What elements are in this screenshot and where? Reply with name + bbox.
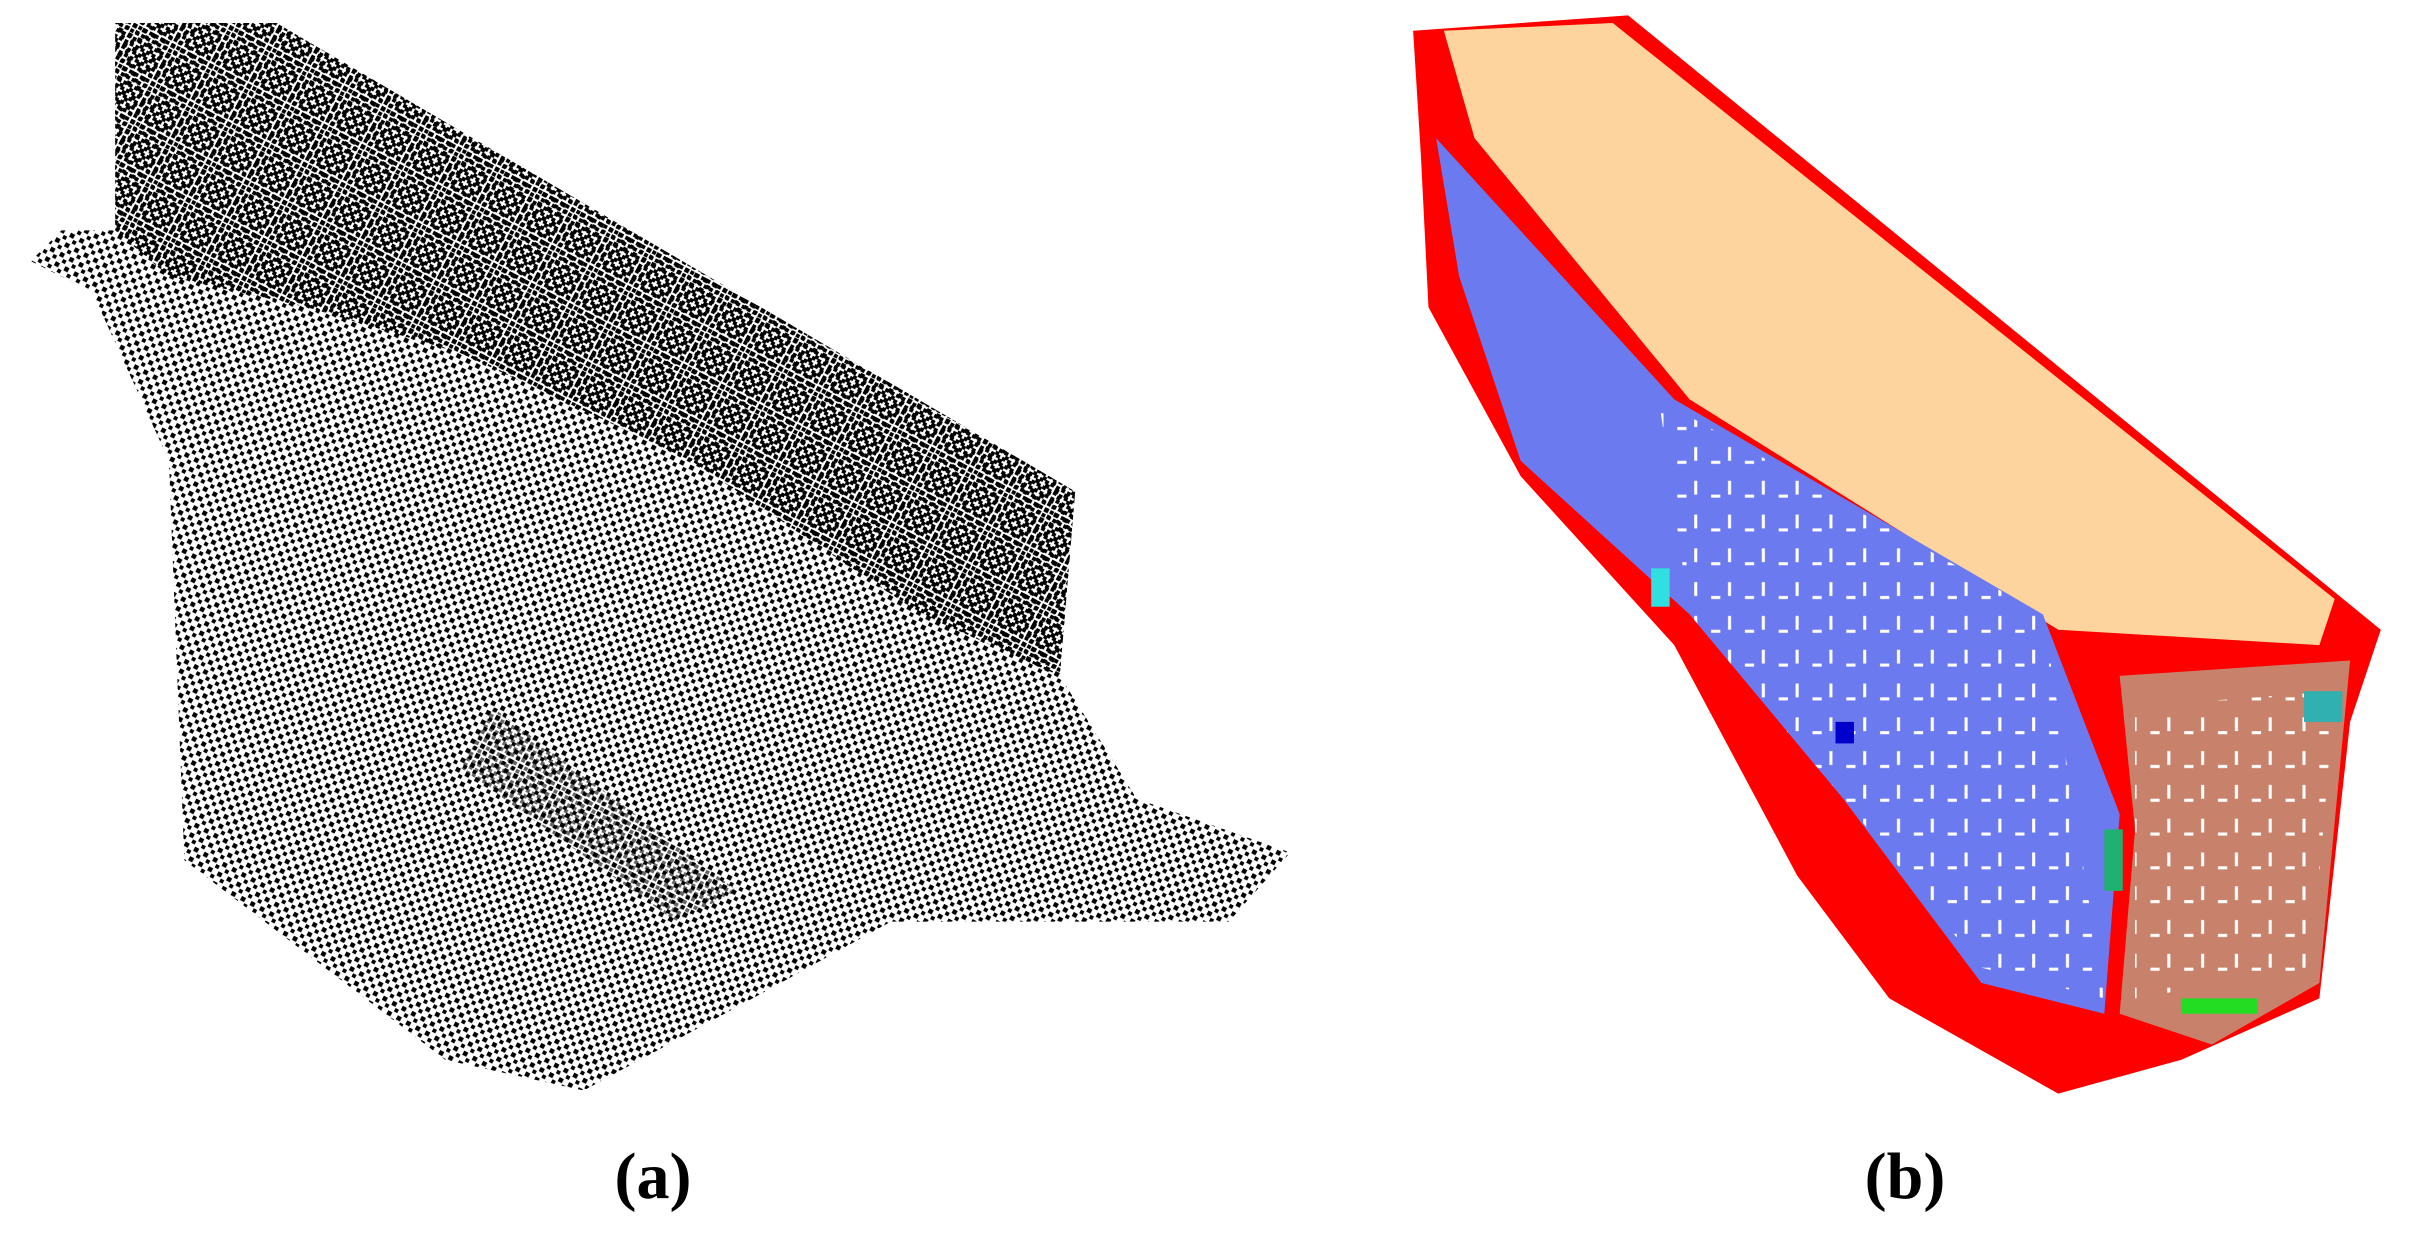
point-cloud-a: [30, 23, 1291, 1091]
caption-b: (b): [1865, 1140, 1946, 1213]
caption-a: (a): [615, 1140, 692, 1213]
point-cloud-b: [1413, 15, 2381, 1094]
